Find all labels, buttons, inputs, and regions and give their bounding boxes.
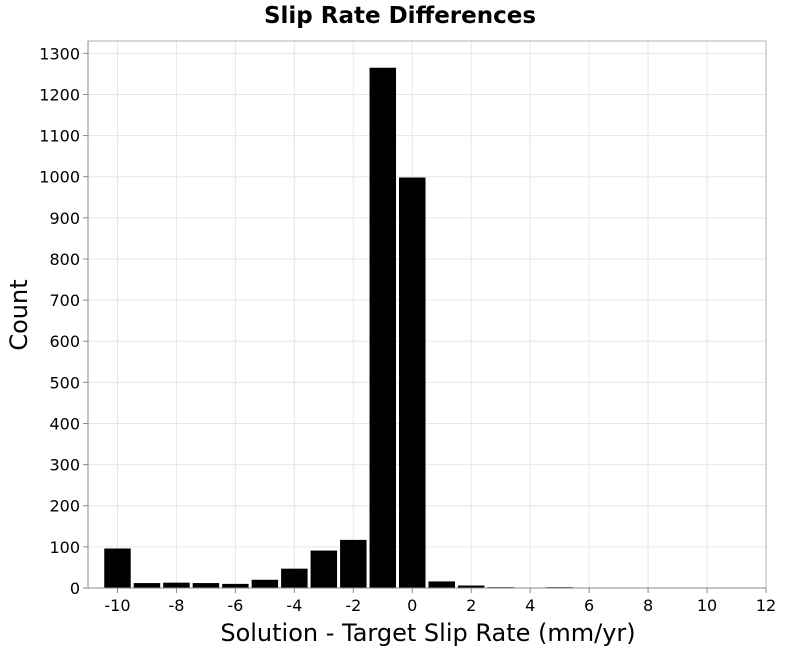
x-tick-label: 12 bbox=[756, 596, 776, 615]
histogram-bar bbox=[251, 579, 279, 588]
x-tick-label: 8 bbox=[643, 596, 653, 615]
x-tick-label: -4 bbox=[286, 596, 302, 615]
y-tick-label: 100 bbox=[49, 538, 80, 557]
x-tick-label: 2 bbox=[466, 596, 476, 615]
x-tick-labels: -10 -8 -6 -4 -2 0 2 4 6 8 10 12 bbox=[104, 588, 776, 615]
y-tick-label: 300 bbox=[49, 456, 80, 475]
chart-title: Slip Rate Differences bbox=[264, 3, 536, 29]
x-tick-label: -2 bbox=[345, 596, 361, 615]
histogram-bar bbox=[163, 582, 190, 588]
y-tick-label: 800 bbox=[49, 250, 80, 269]
x-axis-label: Solution - Target Slip Rate (mm/yr) bbox=[220, 619, 635, 647]
y-tick-label: 700 bbox=[49, 291, 80, 310]
histogram-bar bbox=[457, 585, 485, 588]
y-tick-label: 1100 bbox=[39, 127, 80, 146]
histogram-bar bbox=[310, 550, 338, 588]
histogram-bar bbox=[281, 568, 308, 588]
histogram-bar bbox=[428, 581, 455, 588]
histogram-bar bbox=[340, 539, 367, 588]
x-tick-label: -6 bbox=[227, 596, 243, 615]
x-tick-label: 10 bbox=[697, 596, 717, 615]
histogram-bar bbox=[399, 177, 426, 588]
y-tick-label: 500 bbox=[49, 373, 80, 392]
x-tick-label: 6 bbox=[584, 596, 594, 615]
x-tick-label: 0 bbox=[407, 596, 417, 615]
histogram-bar bbox=[133, 583, 161, 588]
x-tick-label: 4 bbox=[525, 596, 535, 615]
y-tick-label: 0 bbox=[70, 579, 80, 598]
histogram-bar bbox=[104, 548, 131, 588]
y-tick-label: 600 bbox=[49, 332, 80, 351]
y-tick-label: 400 bbox=[49, 414, 80, 433]
y-tick-label: 1300 bbox=[39, 44, 80, 63]
x-tick-label: -8 bbox=[168, 596, 184, 615]
y-tick-label: 1200 bbox=[39, 85, 80, 104]
y-tick-label: 900 bbox=[49, 209, 80, 228]
grid-lines bbox=[88, 41, 767, 589]
histogram-bar bbox=[192, 583, 220, 588]
y-tick-labels: 0 100 200 300 400 500 600 700 800 900 1000 1100 1200… bbox=[39, 44, 88, 598]
histogram-bar bbox=[222, 583, 249, 588]
y-tick-label: 1000 bbox=[39, 168, 80, 187]
y-axis-label: Count bbox=[5, 279, 33, 350]
bars bbox=[104, 67, 573, 588]
axes bbox=[87, 41, 766, 589]
y-tick-label: 200 bbox=[49, 497, 80, 516]
x-tick-label: -10 bbox=[104, 596, 130, 615]
histogram-bar bbox=[369, 67, 397, 588]
